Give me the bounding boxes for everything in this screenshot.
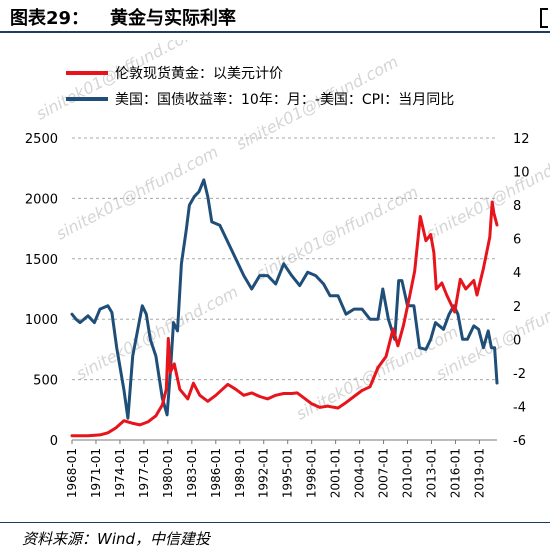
- chart: sinitek01@hffund.comsinitek01@hffund.com…: [25, 40, 550, 498]
- x-tick-label: 2001-01: [329, 448, 343, 498]
- real-rate-line: [70, 178, 499, 420]
- source-note: 资料来源：Wind，中信建投: [22, 530, 211, 548]
- x-tick-label: 2013-01: [424, 448, 438, 498]
- y-right-tick-label: -6: [513, 434, 526, 449]
- x-tick-label: 2016-01: [448, 448, 462, 498]
- figure-header: 图表29： 黄金与实际利率: [0, 0, 550, 32]
- y-left-tick-label: 0: [50, 434, 58, 449]
- gridlines: [72, 137, 497, 381]
- x-tick-label: 1983-01: [185, 448, 199, 498]
- header-corner-mark: [540, 8, 548, 28]
- y-right-tick-label: 10: [513, 166, 530, 181]
- y-right-tick-label: 12: [513, 132, 530, 147]
- watermark-text: sinitek01@hffund.com: [423, 142, 550, 244]
- y-right-tick-label: 6: [513, 233, 521, 248]
- legend-label: 美国：国债收益率：10年：月：-美国：CPI：当月同比: [115, 91, 454, 108]
- x-tick-label: 1998-01: [305, 448, 319, 498]
- figure-title: 黄金与实际利率: [110, 8, 236, 29]
- footer-rule: [0, 522, 550, 523]
- series-layer: [70, 178, 499, 438]
- x-tick-label: 2010-01: [401, 448, 415, 498]
- x-tick-label: 1977-01: [137, 448, 151, 498]
- x-tick-label: 2004-01: [353, 448, 367, 498]
- y-left-tick-label: 2500: [25, 132, 58, 147]
- y-left-tick-label: 1000: [25, 313, 58, 328]
- figure-label: 图表29：: [10, 8, 90, 29]
- x-tick-label: 1980-01: [161, 448, 175, 498]
- y-right-tick-label: 0: [513, 333, 521, 348]
- y-left-tick-label: 500: [33, 374, 58, 389]
- axes: 0 500 1000 1500 2000 2500 -6 -4 -2 0 2 4 6 8 10 12 1968-…: [25, 132, 530, 498]
- x-tick-label: 1986-01: [209, 448, 223, 498]
- y-left-tick-label: 2000: [25, 192, 58, 207]
- header-rule: [0, 31, 550, 33]
- legend-label: 伦敦现货黄金：以美元计价: [115, 65, 283, 82]
- x-tick-label: 1992-01: [257, 448, 271, 498]
- x-tick-label: 2007-01: [377, 448, 391, 498]
- y-left-tick-label: 1500: [25, 253, 58, 268]
- y-right-tick-label: 4: [513, 266, 521, 281]
- x-tick-label: 1995-01: [281, 448, 295, 498]
- x-tick-label: 1968-01: [65, 448, 79, 498]
- x-tick-label: 1971-01: [89, 448, 103, 498]
- y-right-tick-label: -4: [513, 400, 526, 415]
- x-tick-label: 1989-01: [233, 448, 247, 498]
- y-right-tick-label: 2: [513, 300, 521, 315]
- gold-price-line: [70, 200, 499, 438]
- y-right-tick-label: -2: [513, 367, 526, 382]
- x-tick-label: 2019-01: [472, 448, 486, 498]
- x-tick-label: 1974-01: [113, 448, 127, 498]
- y-right-tick-label: 8: [513, 199, 521, 214]
- watermark-text: sinitek01@hffund.com: [253, 182, 421, 284]
